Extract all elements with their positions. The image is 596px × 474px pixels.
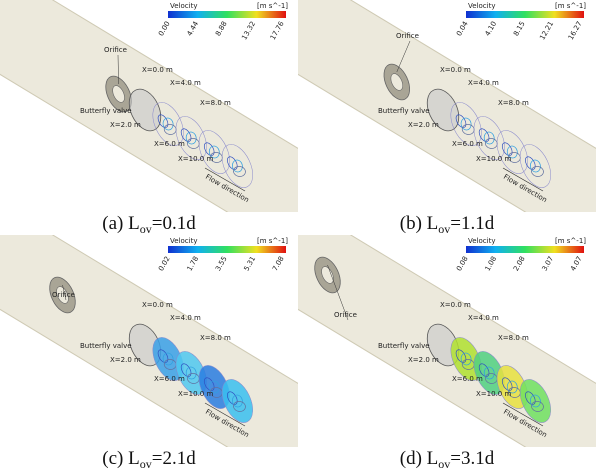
caption-label: (b) (400, 213, 422, 234)
caption-subscript: ov (438, 457, 450, 469)
orifice-label: Orifice (104, 46, 127, 54)
colorbar (466, 11, 584, 18)
colorbar-tick-label: 8.15 (512, 20, 527, 38)
colorbar-tick-label: 1.78 (186, 255, 201, 273)
orifice-label: Orifice (334, 311, 357, 319)
caption-value: =2.1d (152, 448, 196, 469)
position-label: X=8.0 m (200, 99, 231, 107)
position-label: X=2.0 m (408, 121, 439, 129)
valve-label: Butterfly valve (378, 342, 430, 350)
position-label: X=4.0 m (468, 314, 499, 322)
colorbar (168, 11, 286, 18)
colorbar-tick-label: 0.08 (455, 255, 470, 273)
colorbar-tick-label: 4.07 (569, 255, 584, 273)
position-label: X=6.0 m (452, 140, 483, 148)
caption-symbol: L (427, 448, 439, 469)
position-label: X=0.0 m (142, 301, 173, 309)
caption: (a) Lov=0.1d (102, 213, 196, 236)
caption: (c) Lov=2.1d (102, 448, 196, 469)
colorbar-tick-label: 16.27 (567, 20, 584, 41)
position-label: X=8.0 m (200, 334, 231, 342)
caption-subscript: ov (140, 457, 152, 469)
colorbar-title: Velocity (170, 2, 197, 10)
colorbar-tick-label: 4.10 (484, 20, 499, 38)
caption-label: (c) (102, 448, 123, 469)
position-label: X=2.0 m (408, 356, 439, 364)
colorbar-tick-label: 5.31 (243, 255, 258, 273)
panel: Orifice X=0.0 m X=4.0 m X=8.0 m Butterfly va… (0, 0, 340, 236)
position-label: X=0.0 m (440, 66, 471, 74)
orifice-label: Orifice (396, 32, 419, 40)
valve-label: Butterfly valve (378, 107, 430, 115)
valve-label: Butterfly valve (80, 107, 132, 115)
colorbar-tick-label: 1.08 (484, 255, 499, 273)
colorbar-tick-label: 4.44 (186, 20, 201, 38)
position-label: X=8.0 m (498, 99, 529, 107)
panel: Orifice X=0.0 m X=4.0 m X=8.0 m Butterfly va… (0, 232, 340, 469)
colorbar-title: Velocity (170, 237, 197, 245)
colorbar-title: Velocity (468, 237, 495, 245)
caption-subscript: ov (140, 222, 152, 236)
colorbar-unit: [m s^-1] (555, 2, 586, 10)
panel-image: Orifice X=0.0 m X=4.0 m X=8.0 m Butterfly va… (0, 232, 340, 462)
position-label: X=6.0 m (154, 140, 185, 148)
colorbar-unit: [m s^-1] (257, 237, 288, 245)
colorbar-tick-label: 0.00 (157, 20, 172, 38)
valve-label: Butterfly valve (80, 342, 132, 350)
colorbar-tick-label: 2.08 (512, 255, 527, 273)
position-label: X=2.0 m (110, 121, 141, 129)
colorbar-tick-label: 7.08 (271, 255, 286, 273)
position-label: X=10.0 m (178, 155, 213, 163)
colorbar-tick-label: 3.07 (541, 255, 556, 273)
colorbar (466, 246, 584, 253)
position-label: X=6.0 m (154, 375, 185, 383)
panel: Orifice X=0.0 m X=4.0 m X=8.0 m Butterfly va… (258, 0, 596, 236)
figure: Orifice X=0.0 m X=4.0 m X=8.0 m Butterfly va… (0, 0, 596, 469)
caption-label: (a) (102, 213, 123, 234)
caption-label: (d) (400, 448, 422, 469)
pipe (0, 0, 340, 227)
caption-value: =1.1d (450, 213, 494, 234)
caption-symbol: L (427, 213, 439, 234)
position-label: X=8.0 m (498, 334, 529, 342)
panel-image: Orifice X=0.0 m X=4.0 m X=8.0 m Butterfly va… (0, 0, 340, 227)
colorbar-unit: [m s^-1] (555, 237, 586, 245)
caption: (d) Lov=3.1d (400, 448, 495, 469)
panel: Orifice X=0.0 m X=4.0 m X=8.0 m Butterfly va… (258, 232, 596, 469)
colorbar-tick-label: 3.55 (214, 255, 229, 273)
position-label: X=10.0 m (476, 390, 511, 398)
caption: (b) Lov=1.1d (400, 213, 495, 236)
position-label: X=0.0 m (440, 301, 471, 309)
caption-subscript: ov (438, 222, 450, 236)
colorbar-tick-label: 0.02 (157, 255, 172, 273)
colorbar-tick-label: 12.21 (538, 20, 555, 41)
colorbar-unit: [m s^-1] (257, 2, 288, 10)
position-label: X=10.0 m (178, 390, 213, 398)
position-label: X=0.0 m (142, 66, 173, 74)
position-label: X=4.0 m (468, 79, 499, 87)
colorbar-title: Velocity (468, 2, 495, 10)
colorbar (168, 246, 286, 253)
position-label: X=4.0 m (170, 314, 201, 322)
colorbar-tick-label: 13.32 (240, 20, 257, 41)
caption-value: =3.1d (450, 448, 494, 469)
position-label: X=2.0 m (110, 356, 141, 364)
colorbar-tick-label: 0.04 (455, 20, 470, 38)
caption-symbol: L (128, 213, 140, 234)
orifice-label: Orifice (52, 291, 75, 299)
colorbar-tick-label: 17.76 (269, 20, 286, 42)
position-label: X=4.0 m (170, 79, 201, 87)
caption-value: =0.1d (152, 213, 196, 234)
position-label: X=10.0 m (476, 155, 511, 163)
colorbar-tick-label: 8.88 (214, 20, 229, 38)
caption-symbol: L (128, 448, 140, 469)
position-label: X=6.0 m (452, 375, 483, 383)
